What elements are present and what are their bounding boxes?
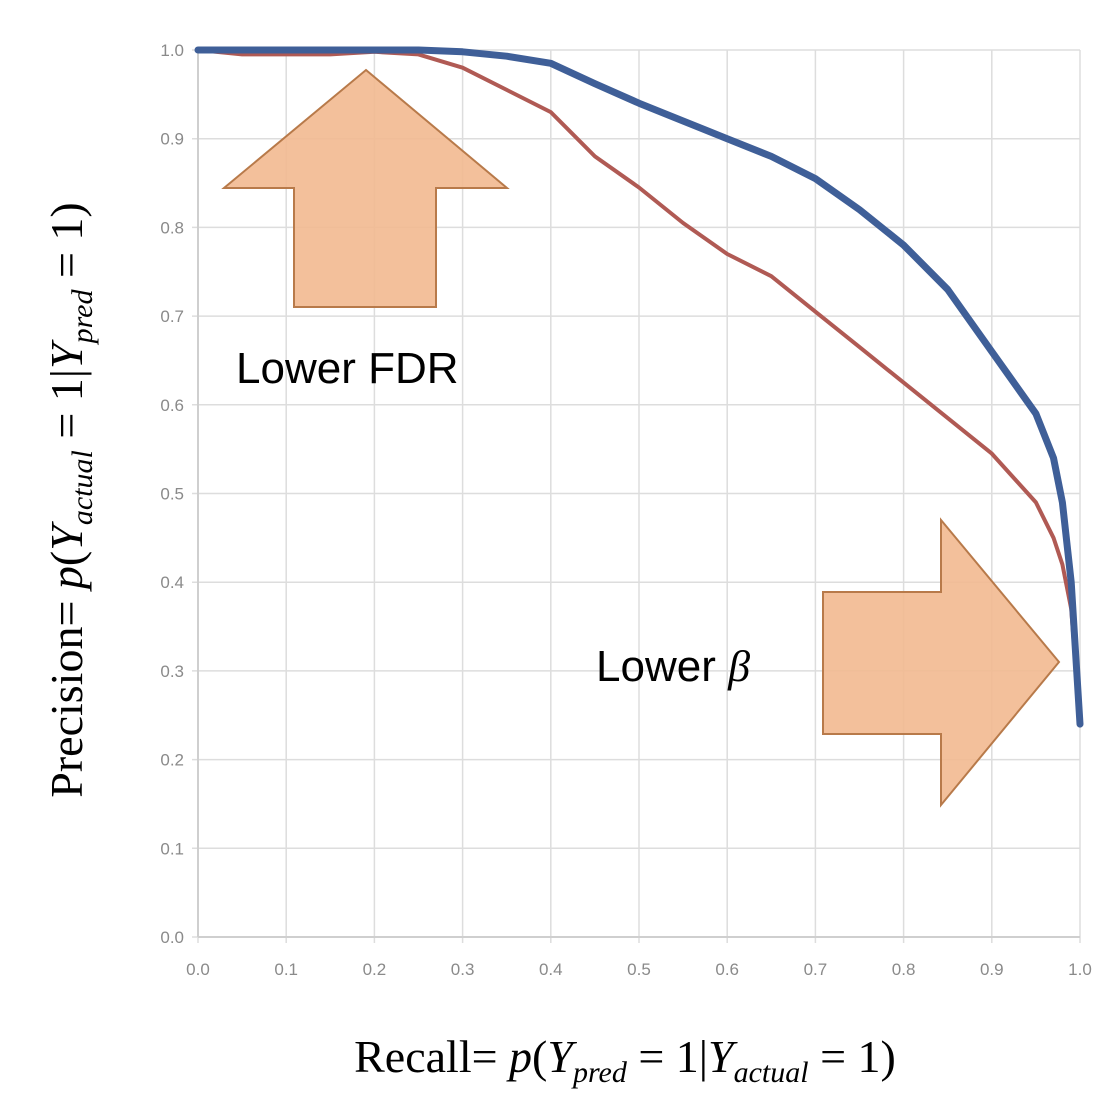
axis-titles: Recall= p(Ypred = 1|Yactual = 1) Precisi…: [41, 202, 896, 1089]
y-tick-label: 0.1: [160, 839, 184, 858]
y-tick-label: 0.8: [160, 218, 184, 237]
annotation-labels: Lower FDR Lower β: [236, 344, 750, 691]
y-tick-label: 0.3: [160, 662, 184, 681]
x-tick-label: 0.3: [451, 960, 475, 979]
y-tick-label: 0.2: [160, 751, 184, 770]
y-tick-label: 0.5: [160, 485, 184, 504]
x-tick-label: 1.0: [1068, 960, 1092, 979]
x-tick-label: 0.2: [363, 960, 387, 979]
y-axis-title-text: Precision=: [41, 589, 92, 798]
x-tick-label: 0.7: [804, 960, 828, 979]
x-tick-label: 0.6: [715, 960, 739, 979]
y-tick-label: 0.4: [160, 573, 184, 592]
arrow-right-icon: [822, 517, 1061, 808]
y-tick-label: 1.0: [160, 41, 184, 60]
y-tick-label: 0.0: [160, 928, 184, 947]
y-axis-title: Precision= p(Yactual = 1|Ypred = 1): [41, 202, 99, 797]
annotation-lower-beta-text: Lower: [596, 642, 728, 691]
arrow-up-icon: [221, 68, 510, 308]
annotation-lower-beta: Lower β: [596, 642, 750, 691]
series-line-blue: [194, 46, 1084, 728]
x-tick-label: 0.0: [186, 960, 210, 979]
x-tick-label: 0.5: [627, 960, 651, 979]
series-layer: [194, 46, 1084, 728]
y-tick-label: 0.7: [160, 307, 184, 326]
y-tick-label: 0.6: [160, 396, 184, 415]
x-axis-title-text: Recall=: [354, 1031, 509, 1082]
y-tick-label: 0.9: [160, 130, 184, 149]
x-axis-title: Recall= p(Ypred = 1|Yactual = 1): [354, 1031, 896, 1089]
grid-layer: [192, 49, 1081, 943]
x-tick-label: 0.8: [892, 960, 916, 979]
annotation-lower-fdr: Lower FDR: [236, 344, 459, 393]
tick-labels: 0.0 0.1 0.2 0.3 0.4 0.5 0.6 0.7 0.8 0.9 1.0 0.0 0.1 0…: [160, 41, 1091, 979]
beta-symbol: β: [727, 642, 750, 691]
x-tick-label: 0.1: [274, 960, 298, 979]
x-tick-label: 0.9: [980, 960, 1004, 979]
x-tick-label: 0.4: [539, 960, 563, 979]
annotation-arrows: [221, 68, 1061, 808]
